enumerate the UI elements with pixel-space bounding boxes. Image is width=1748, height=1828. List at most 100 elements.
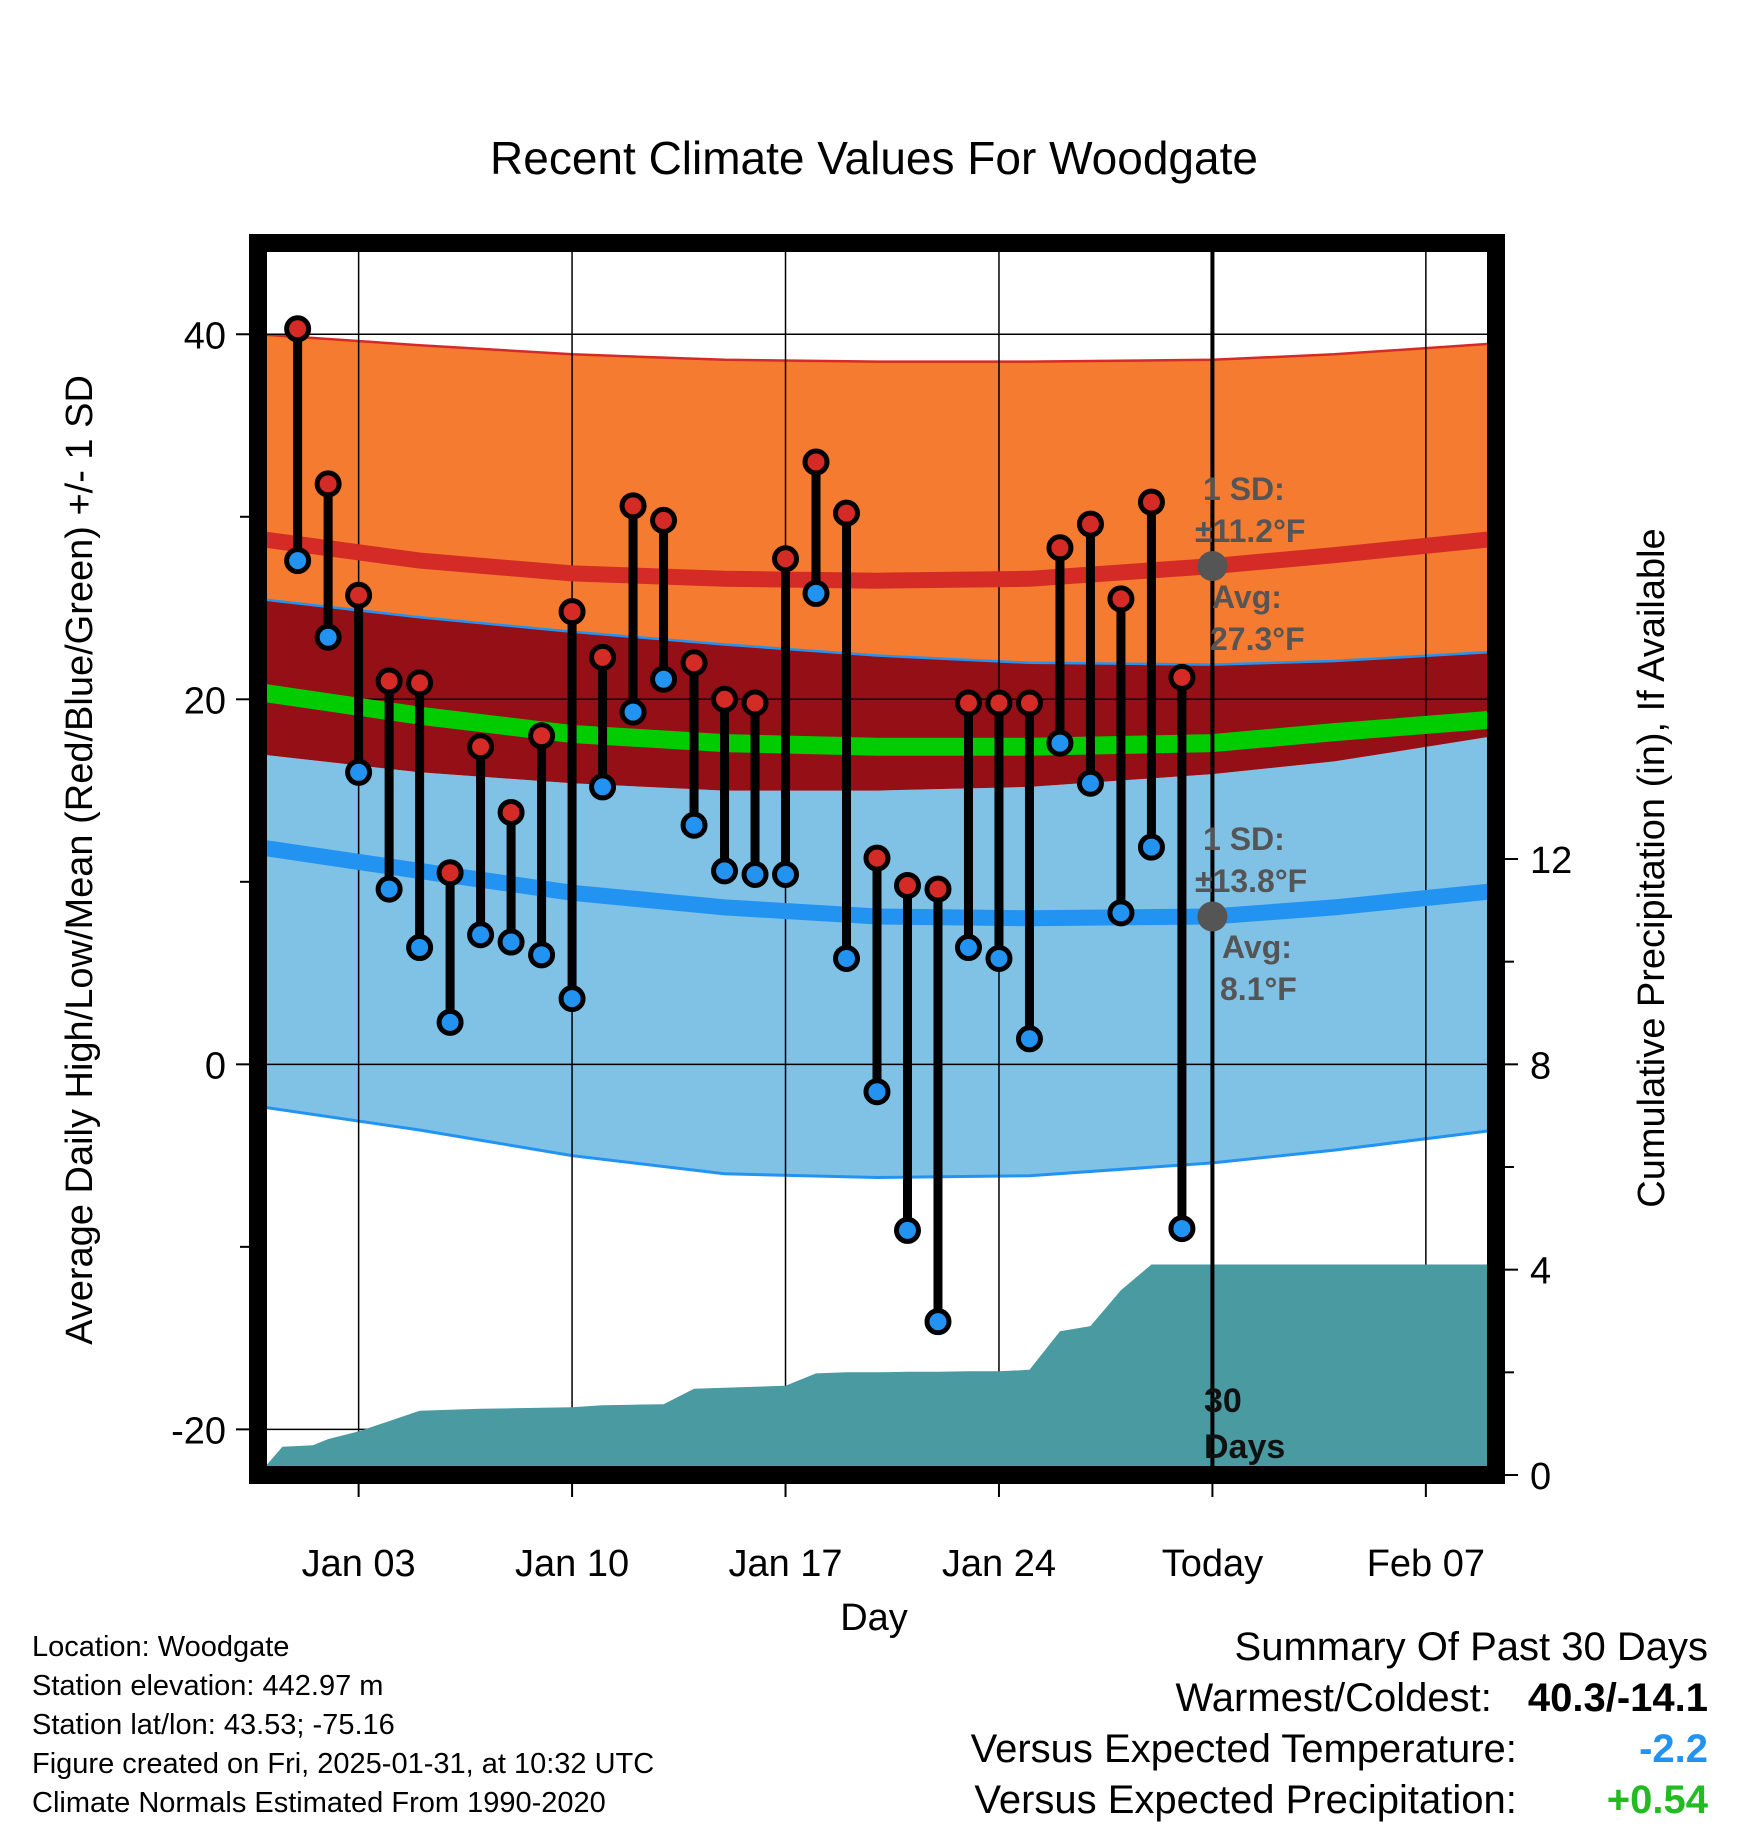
obs-low-point — [284, 547, 312, 575]
obs-low-point — [375, 875, 403, 903]
obs-low-point — [741, 861, 769, 889]
chart-title: Recent Climate Values For Woodgate — [490, 132, 1258, 184]
annotations: 1 SD: ±11.2°F Avg: 27.3°F 1 SD: ±13.8°F … — [1195, 471, 1307, 1466]
normals-text: Climate Normals Estimated From 1990-2020 — [32, 1787, 606, 1819]
temp-vs-expected-value: -2.2 — [1639, 1727, 1708, 1771]
precip-vs-expected-row: Versus Expected Precipitation: +0.54 — [971, 1775, 1708, 1826]
y2-tick-label: 12 — [1530, 840, 1572, 882]
warmest-coldest-value: 40.3/-14.1 — [1527, 1676, 1708, 1720]
elevation-text: Station elevation: 442.97 m — [32, 1670, 384, 1702]
obs-low-point — [1107, 899, 1135, 927]
days-label-2: Days — [1204, 1428, 1285, 1466]
obs-high-point — [619, 492, 647, 520]
obs-high-point — [954, 689, 982, 717]
obs-low-point — [1046, 729, 1074, 757]
high-sd-label-2: ±11.2°F — [1195, 513, 1305, 549]
obs-low-point — [497, 928, 525, 956]
obs-high-point — [985, 689, 1013, 717]
obs-high-point — [1046, 534, 1074, 562]
obs-low-point — [314, 623, 342, 651]
obs-high-point — [1076, 510, 1104, 538]
precip-vs-expected-value: +0.54 — [1606, 1778, 1708, 1822]
obs-high-point — [558, 598, 586, 626]
summary-panel: Summary Of Past 30 Days Warmest/Coldest:… — [971, 1622, 1708, 1826]
low-sd-label-2: ±13.8°F — [1195, 863, 1307, 899]
y2-tick-label: 8 — [1530, 1045, 1551, 1087]
obs-high-point — [772, 545, 800, 573]
y-axis-left: -20 0 20 40 — [171, 315, 249, 1452]
obs-high-point — [1168, 663, 1196, 691]
obs-high-point — [314, 470, 342, 498]
obs-low-point — [985, 944, 1013, 972]
obs-low-point — [680, 811, 708, 839]
obs-low-point — [1137, 833, 1165, 861]
y-tick-label: 20 — [184, 680, 226, 722]
low-avg-label-1: Avg: — [1222, 929, 1292, 965]
high-avg-marker — [1197, 551, 1228, 582]
temp-vs-expected-label: Versus Expected Temperature: — [970, 1727, 1517, 1771]
x-tick-label: Feb 07 — [1367, 1543, 1485, 1585]
precipitation-area — [258, 1264, 1496, 1475]
low-lower-edge — [258, 1104, 1496, 1180]
created-text: Figure created on Fri, 2025-01-31, at 10… — [32, 1748, 655, 1780]
obs-low-point — [863, 1078, 891, 1106]
obs-high-point — [924, 875, 952, 903]
warmest-coldest-row: Warmest/Coldest: 40.3/-14.1 — [971, 1673, 1709, 1724]
x-tick-label: Jan 24 — [942, 1543, 1056, 1585]
obs-high-point — [833, 499, 861, 527]
obs-low-point — [528, 941, 556, 969]
high-upper-edge — [258, 333, 1496, 363]
obs-high-point — [1015, 689, 1043, 717]
x-axis: Jan 03 Jan 10 Jan 17 Jan 24 Today Feb 07 — [302, 1484, 1485, 1585]
obs-high-point — [1107, 585, 1135, 613]
normal-mean-line — [258, 683, 1496, 756]
obs-low-point — [589, 773, 617, 801]
obs-high-point — [528, 722, 556, 750]
obs-low-point — [924, 1308, 952, 1336]
latlon-text: Station lat/lon: 43.53; -75.16 — [32, 1709, 395, 1741]
obs-low-point — [954, 934, 982, 962]
y2-axis-label: Cumulative Precipitation (in), If Availa… — [1631, 528, 1673, 1207]
y-tick-label: 40 — [184, 315, 226, 357]
y-tick-label: -20 — [171, 1410, 226, 1452]
high-sd-label-1: 1 SD: — [1203, 471, 1285, 507]
obs-high-point — [589, 643, 617, 671]
y-tick-label: 0 — [205, 1045, 226, 1087]
y2-tick-label: 4 — [1530, 1251, 1551, 1293]
y-axis-label: Average Daily High/Low/Mean (Red/Blue/Gr… — [59, 375, 101, 1345]
obs-low-point — [619, 698, 647, 726]
obs-high-point — [375, 667, 403, 695]
x-tick-label: Jan 10 — [515, 1543, 629, 1585]
obs-high-point — [863, 844, 891, 872]
y-axis-right: 0 4 8 12 — [1505, 840, 1572, 1498]
precip-area — [258, 1264, 1496, 1475]
low-sd-label-1: 1 SD: — [1203, 821, 1285, 857]
high-avg-label-1: Avg: — [1212, 579, 1282, 615]
obs-low-point — [1015, 1025, 1043, 1053]
obs-high-point — [406, 669, 434, 697]
obs-low-point — [1168, 1215, 1196, 1243]
obs-high-point — [436, 859, 464, 887]
obs-low-point — [345, 758, 373, 786]
normal-high-line — [258, 530, 1496, 589]
obs-low-point — [558, 985, 586, 1013]
obs-low-point — [893, 1216, 921, 1244]
high-sd-band — [258, 334, 1496, 665]
obs-high-point — [741, 689, 769, 717]
station-info: Location: Woodgate Station elevation: 44… — [32, 1628, 654, 1823]
obs-low-point — [711, 857, 739, 885]
obs-low-point — [1076, 769, 1104, 797]
x-tick-label: Today — [1162, 1543, 1263, 1585]
observations — [284, 315, 1196, 1336]
obs-high-point — [680, 649, 708, 677]
obs-low-point — [406, 934, 434, 962]
warmest-coldest-label: Warmest/Coldest: — [1175, 1676, 1492, 1720]
obs-high-point — [711, 685, 739, 713]
x-tick-label: Jan 17 — [728, 1543, 842, 1585]
obs-low-point — [833, 944, 861, 972]
precip-vs-expected-label: Versus Expected Precipitation: — [974, 1778, 1517, 1822]
obs-high-point — [802, 448, 830, 476]
days-label-1: 30 — [1204, 1382, 1242, 1420]
obs-high-point — [893, 871, 921, 899]
obs-low-point — [802, 579, 830, 607]
